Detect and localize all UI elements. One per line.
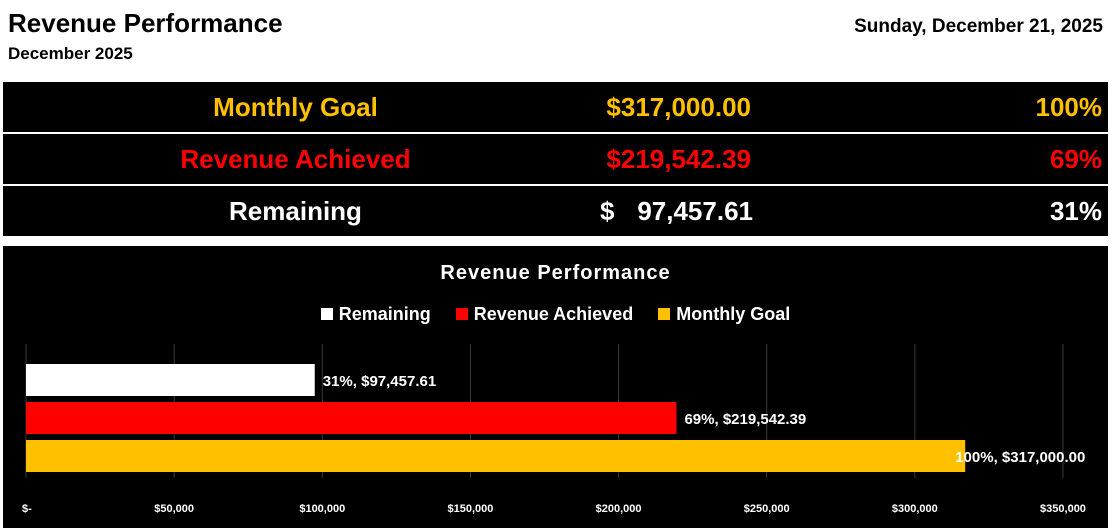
x-tick-label-4: $200,000 bbox=[596, 503, 642, 515]
data-label-0: 31%, $97,457.61 bbox=[323, 373, 436, 390]
remaining-percent: 31% bbox=[1049, 196, 1102, 226]
goal-label: Monthly Goal bbox=[213, 92, 378, 122]
data-label-1: 69%, $219,542.39 bbox=[684, 411, 806, 428]
x-tick-label-2: $100,000 bbox=[299, 503, 345, 515]
achieved-label: Revenue Achieved bbox=[180, 144, 411, 174]
summary-row-remaining: Remaining $97,457.61 31% bbox=[3, 186, 1108, 236]
achieved-amount: $219,542.39 bbox=[606, 144, 751, 174]
legend-item-goal: Monthly Goal bbox=[658, 304, 790, 325]
goal-percent: 100% bbox=[1035, 92, 1103, 122]
remaining-amount-symbol: $ bbox=[600, 196, 615, 226]
legend-swatch-goal bbox=[658, 308, 671, 320]
legend-item-remaining: Remaining bbox=[320, 304, 431, 325]
x-tick-label-0: $- bbox=[22, 503, 32, 515]
chart-legend: Remaining Revenue Achieved Monthly Goal bbox=[3, 304, 1108, 325]
summary-row-achieved: Revenue Achieved $219,542.39 69% bbox=[3, 134, 1108, 184]
x-tick-label-3: $150,000 bbox=[447, 503, 493, 515]
chart-title: Revenue Performance bbox=[440, 262, 671, 284]
legend-swatch-remaining bbox=[320, 308, 333, 320]
remaining-amount-number: 97,457.61 bbox=[637, 196, 753, 226]
page-subtitle: December 2025 bbox=[8, 44, 133, 63]
revenue-chart: Revenue Performance Remaining Revenue Ac… bbox=[3, 246, 1108, 528]
legend-swatch-achieved bbox=[455, 308, 468, 320]
remaining-amount: $97,457.61 bbox=[600, 196, 753, 227]
goal-amount: $317,000.00 bbox=[606, 92, 751, 122]
legend-label-remaining: Remaining bbox=[338, 304, 431, 324]
page-title: Revenue Performance bbox=[8, 8, 283, 38]
bar-2 bbox=[26, 440, 966, 472]
bar-0 bbox=[26, 364, 315, 396]
legend-label-achieved: Revenue Achieved bbox=[473, 304, 634, 324]
remaining-label: Remaining bbox=[229, 196, 362, 226]
bar-1 bbox=[26, 402, 677, 434]
chart-plot: 31%, $97,457.61 69%, $219,542.39 100%, $31… bbox=[22, 344, 1086, 515]
summary-row-goal: Monthly Goal $317,000.00 100% bbox=[3, 82, 1108, 132]
summary-table: Monthly Goal $317,000.00 100% Revenue Ac… bbox=[3, 82, 1108, 238]
data-label-2: 100%, $317,000.00 bbox=[955, 449, 1085, 466]
x-tick-label-6: $300,000 bbox=[892, 503, 938, 515]
legend-label-goal: Monthly Goal bbox=[676, 304, 791, 324]
x-tick-label-5: $250,000 bbox=[744, 503, 790, 515]
achieved-percent: 69% bbox=[1049, 144, 1102, 174]
legend-item-achieved: Revenue Achieved bbox=[455, 304, 634, 325]
x-tick-label-7: $350,000 bbox=[1040, 503, 1086, 515]
x-tick-label-1: $50,000 bbox=[154, 503, 194, 515]
report-date: Sunday, December 21, 2025 bbox=[854, 16, 1103, 37]
